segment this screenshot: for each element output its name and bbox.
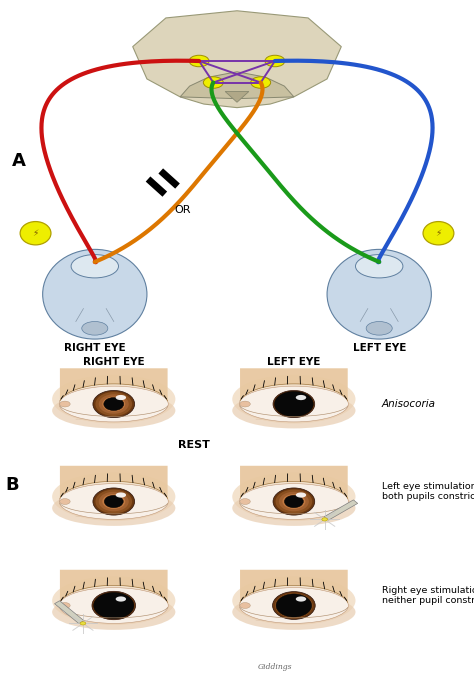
Ellipse shape (102, 494, 125, 509)
Ellipse shape (273, 391, 315, 418)
Ellipse shape (274, 391, 313, 416)
Polygon shape (225, 91, 249, 102)
Ellipse shape (239, 483, 348, 519)
Ellipse shape (60, 603, 70, 609)
Ellipse shape (52, 490, 175, 526)
Polygon shape (55, 600, 84, 624)
Ellipse shape (60, 498, 70, 504)
Ellipse shape (102, 397, 125, 412)
Ellipse shape (240, 603, 250, 609)
Ellipse shape (296, 492, 306, 498)
Ellipse shape (43, 249, 147, 339)
Text: A: A (12, 152, 26, 171)
Ellipse shape (71, 255, 118, 278)
Ellipse shape (94, 592, 134, 619)
Ellipse shape (279, 394, 309, 414)
Ellipse shape (93, 488, 135, 515)
Ellipse shape (52, 393, 175, 429)
Ellipse shape (275, 392, 312, 416)
Text: OR: OR (174, 205, 191, 215)
Ellipse shape (240, 401, 250, 407)
Polygon shape (133, 11, 341, 108)
Text: LEFT EYE: LEFT EYE (353, 343, 406, 353)
Ellipse shape (232, 490, 356, 526)
Text: RIGHT EYE: RIGHT EYE (64, 343, 126, 353)
Polygon shape (324, 500, 358, 520)
Ellipse shape (52, 594, 175, 630)
Ellipse shape (273, 488, 315, 515)
Ellipse shape (265, 56, 285, 67)
Ellipse shape (59, 483, 168, 519)
Ellipse shape (284, 496, 303, 508)
Ellipse shape (283, 397, 305, 412)
Ellipse shape (232, 594, 356, 630)
Ellipse shape (239, 386, 348, 422)
Ellipse shape (60, 401, 70, 407)
Text: REST: REST (178, 439, 210, 450)
Ellipse shape (366, 322, 392, 335)
Ellipse shape (282, 598, 306, 613)
Ellipse shape (92, 591, 136, 619)
Ellipse shape (116, 395, 126, 400)
Ellipse shape (93, 391, 135, 418)
Ellipse shape (99, 394, 129, 414)
Ellipse shape (104, 397, 124, 410)
Text: Anisocoria: Anisocoria (382, 399, 436, 409)
Ellipse shape (273, 592, 315, 619)
Ellipse shape (283, 494, 305, 509)
Ellipse shape (116, 596, 126, 602)
Ellipse shape (240, 498, 250, 504)
Ellipse shape (239, 588, 348, 624)
Ellipse shape (189, 56, 209, 67)
Ellipse shape (59, 386, 168, 422)
Ellipse shape (82, 322, 108, 335)
Ellipse shape (59, 588, 168, 624)
Ellipse shape (232, 393, 356, 429)
Ellipse shape (95, 489, 132, 513)
Ellipse shape (275, 593, 313, 617)
Ellipse shape (232, 576, 356, 625)
Ellipse shape (232, 473, 356, 521)
Ellipse shape (356, 255, 403, 278)
Ellipse shape (20, 221, 51, 245)
Ellipse shape (279, 492, 309, 511)
Ellipse shape (52, 473, 175, 521)
Text: Giddings: Giddings (258, 663, 292, 672)
Ellipse shape (98, 595, 129, 616)
Ellipse shape (203, 77, 223, 88)
Ellipse shape (80, 621, 86, 625)
Ellipse shape (279, 596, 309, 615)
Ellipse shape (296, 596, 306, 602)
Text: RIGHT EYE: RIGHT EYE (83, 357, 145, 367)
Ellipse shape (52, 576, 175, 625)
Ellipse shape (95, 392, 132, 416)
Polygon shape (180, 72, 294, 99)
Text: ⚡: ⚡ (435, 229, 442, 238)
Ellipse shape (322, 518, 328, 521)
Ellipse shape (423, 221, 454, 245)
Text: B: B (5, 477, 18, 494)
Ellipse shape (251, 77, 271, 88)
Ellipse shape (296, 395, 306, 400)
Ellipse shape (95, 593, 133, 618)
Ellipse shape (104, 496, 123, 508)
Ellipse shape (275, 489, 312, 513)
Text: LEFT EYE: LEFT EYE (267, 357, 320, 367)
Ellipse shape (99, 492, 129, 511)
Ellipse shape (232, 375, 356, 424)
Ellipse shape (102, 598, 126, 613)
Text: Right eye stimulation:
neither pupil constricts: Right eye stimulation: neither pupil con… (382, 586, 474, 605)
Text: Left eye stimulation:
both pupils constrict: Left eye stimulation: both pupils constr… (382, 482, 474, 502)
Text: ⚡: ⚡ (32, 229, 39, 238)
Ellipse shape (327, 249, 431, 339)
Ellipse shape (116, 492, 126, 498)
Ellipse shape (276, 594, 312, 617)
Ellipse shape (52, 375, 175, 424)
